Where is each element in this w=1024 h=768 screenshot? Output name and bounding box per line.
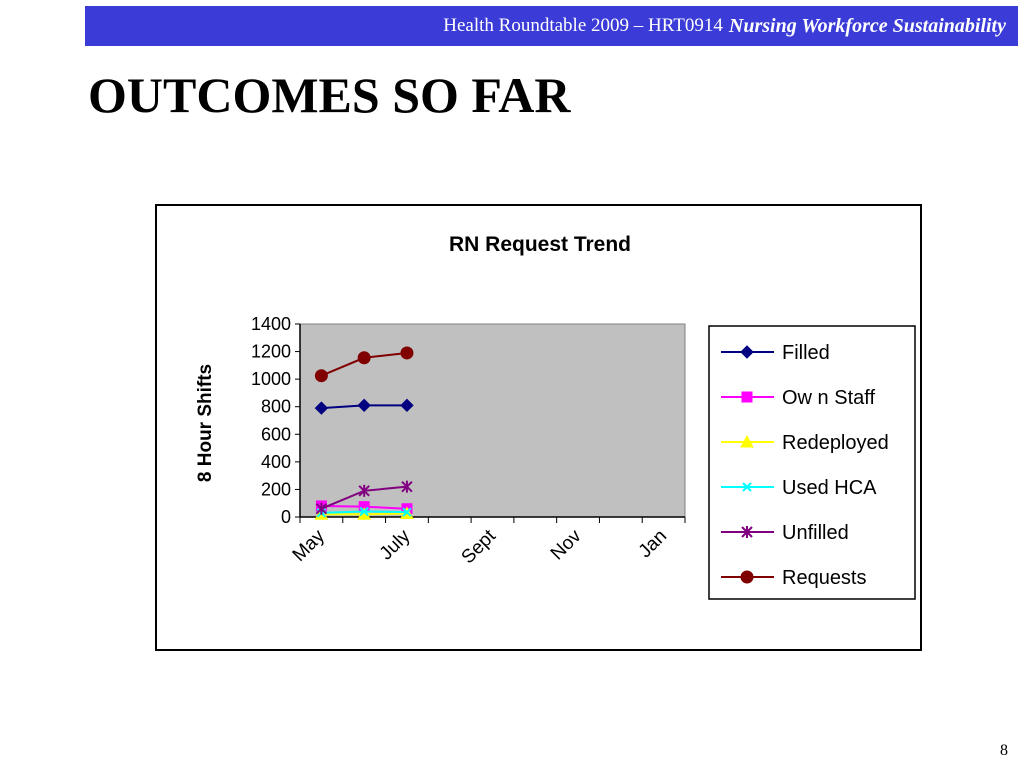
legend-marker-unfilled (741, 526, 753, 538)
legend-marker-ow-n-staff (741, 391, 753, 403)
legend-item-filled: Filled (721, 342, 830, 364)
y-tick-label: 400 (261, 452, 291, 472)
data-point-used-hca (359, 506, 369, 517)
data-point-filled (357, 398, 371, 413)
data-point-unfilled (358, 484, 370, 497)
data-point-used-hca (402, 507, 412, 517)
legend-item-used-hca: Used HCA (721, 477, 877, 499)
legend-marker-filled (740, 345, 754, 359)
page-number: 8 (1000, 742, 1008, 759)
legend-marker-used-hca (742, 482, 752, 492)
slide-title: OUTCOMES SO FAR (88, 67, 571, 123)
legend-item-ow-n-staff: Ow n Staff (721, 387, 875, 409)
y-axis-label: 8 Hour Shifts (195, 364, 216, 482)
data-point-requests (357, 351, 371, 365)
legend-label: Ow n Staff (782, 387, 875, 409)
legend-label: Unfilled (782, 522, 849, 544)
legend-item-redeployed: Redeployed (721, 432, 889, 454)
data-point-filled (314, 401, 329, 415)
plot-area (299, 323, 686, 518)
legend-marker-redeployed (740, 434, 754, 448)
legend-item-requests: Requests (721, 567, 867, 589)
x-tick-label: Sept (458, 525, 501, 568)
y-tick-label: 200 (261, 479, 291, 499)
chart-title: RN Request Trend (449, 233, 631, 256)
legend-label: Used HCA (782, 477, 877, 499)
legend-label: Filled (782, 342, 830, 364)
header-italic-text: Nursing Workforce Sustainability (728, 14, 1006, 37)
y-tick-label: 600 (261, 424, 291, 444)
x-tick-label: May (289, 525, 330, 566)
data-point-unfilled (315, 502, 328, 515)
data-point-unfilled (401, 480, 413, 493)
legend (708, 325, 916, 600)
legend-marker-requests (740, 570, 754, 584)
chart: RN Request Trend 8 Hour Shifts 0 200 400 60… (195, 233, 916, 600)
x-tick-label: Jan (635, 526, 672, 563)
y-tick-label: 0 (281, 507, 291, 527)
data-point-requests (314, 369, 328, 383)
legend-label: Redeployed (782, 432, 889, 454)
legend-label: Requests (782, 567, 867, 589)
x-tick-label: July (376, 525, 415, 564)
header-bar: Health Roundtable 2009 – HRT0914 Nursing… (85, 6, 1018, 46)
chart-frame: RN Request Trend 8 Hour Shifts 0 200 400 60… (155, 204, 922, 651)
y-tick-label: 1200 (251, 342, 291, 362)
header-text: Health Roundtable 2009 – HRT0914 (443, 15, 723, 36)
y-tick-label: 1400 (251, 314, 291, 334)
y-tick-label: 800 (261, 397, 291, 417)
data-point-requests (400, 346, 414, 360)
y-tick-label: 1000 (251, 369, 291, 389)
x-tick-label: Nov (547, 525, 586, 564)
data-point-filled (400, 398, 414, 413)
legend-item-unfilled: Unfilled (721, 522, 849, 544)
